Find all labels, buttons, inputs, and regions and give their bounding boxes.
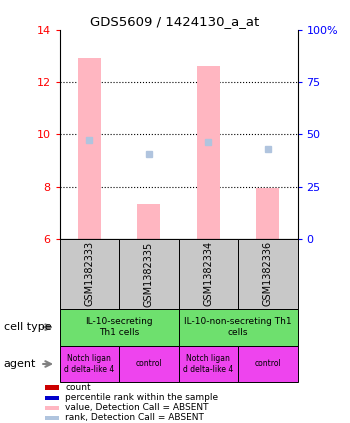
Bar bbox=[45, 396, 59, 400]
Bar bbox=[178, 239, 238, 309]
Text: value, Detection Call = ABSENT: value, Detection Call = ABSENT bbox=[65, 403, 209, 412]
Text: GDS5609 / 1424130_a_at: GDS5609 / 1424130_a_at bbox=[90, 15, 260, 28]
Bar bbox=[178, 346, 238, 382]
Bar bbox=[178, 309, 298, 346]
Text: Notch ligan
d delta-like 4: Notch ligan d delta-like 4 bbox=[64, 354, 114, 374]
Bar bbox=[45, 416, 59, 420]
Text: GSM1382334: GSM1382334 bbox=[203, 242, 213, 306]
Text: agent: agent bbox=[4, 359, 36, 369]
Text: count: count bbox=[65, 383, 91, 392]
Text: GSM1382335: GSM1382335 bbox=[144, 241, 154, 307]
Text: IL-10-secreting
Th1 cells: IL-10-secreting Th1 cells bbox=[85, 318, 153, 337]
Bar bbox=[60, 309, 178, 346]
Bar bbox=[257, 188, 279, 239]
Text: rank, Detection Call = ABSENT: rank, Detection Call = ABSENT bbox=[65, 413, 204, 423]
Text: GSM1382333: GSM1382333 bbox=[84, 242, 94, 306]
Bar bbox=[45, 385, 59, 390]
Text: control: control bbox=[254, 360, 281, 368]
Bar bbox=[119, 346, 178, 382]
Text: cell type: cell type bbox=[4, 322, 51, 332]
Bar bbox=[197, 66, 219, 239]
Text: control: control bbox=[135, 360, 162, 368]
Text: Notch ligan
d delta-like 4: Notch ligan d delta-like 4 bbox=[183, 354, 233, 374]
Bar bbox=[119, 239, 178, 309]
Text: GSM1382336: GSM1382336 bbox=[263, 242, 273, 306]
Bar bbox=[138, 203, 160, 239]
Bar bbox=[60, 239, 119, 309]
Bar bbox=[238, 346, 298, 382]
Text: percentile rank within the sample: percentile rank within the sample bbox=[65, 393, 218, 402]
Bar bbox=[60, 346, 119, 382]
Bar bbox=[78, 58, 100, 239]
Bar bbox=[238, 239, 298, 309]
Text: IL-10-non-secreting Th1
cells: IL-10-non-secreting Th1 cells bbox=[184, 318, 292, 337]
Bar bbox=[45, 406, 59, 410]
